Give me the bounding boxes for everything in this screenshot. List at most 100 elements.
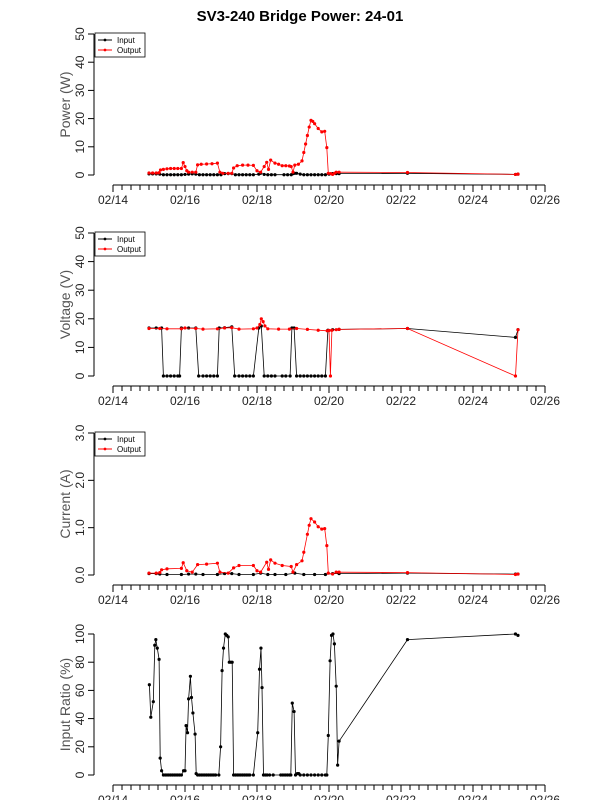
data-point bbox=[187, 572, 191, 576]
data-point bbox=[280, 164, 284, 168]
series-line-output bbox=[149, 119, 519, 175]
data-point bbox=[165, 567, 169, 571]
data-point bbox=[337, 570, 341, 574]
data-point bbox=[205, 173, 209, 177]
data-point bbox=[302, 374, 306, 378]
data-point bbox=[295, 326, 299, 331]
data-point bbox=[201, 173, 205, 177]
data-point bbox=[316, 525, 320, 529]
data-point bbox=[244, 173, 248, 177]
y-tick-label: 80 bbox=[73, 655, 87, 669]
data-point bbox=[334, 328, 338, 332]
y-tick-label: 20 bbox=[73, 740, 87, 754]
data-point bbox=[161, 374, 165, 378]
legend-label: Input bbox=[117, 36, 136, 45]
data-point bbox=[190, 170, 194, 174]
data-point bbox=[169, 374, 173, 378]
x-tick-label: 02/14 bbox=[98, 193, 128, 207]
x-tick-label: 02/22 bbox=[386, 394, 416, 408]
y-tick-label: 10 bbox=[73, 340, 87, 354]
data-point bbox=[513, 335, 518, 339]
data-point bbox=[328, 374, 333, 378]
data-point bbox=[201, 572, 205, 577]
data-point bbox=[154, 571, 158, 575]
data-point bbox=[282, 173, 286, 177]
data-point bbox=[313, 374, 317, 378]
y-tick-label: 0 bbox=[73, 372, 87, 379]
x-tick-label: 02/24 bbox=[458, 793, 488, 800]
data-point bbox=[183, 326, 187, 330]
y-tick-label: 40 bbox=[73, 712, 87, 726]
series-line-output bbox=[149, 317, 519, 377]
data-point bbox=[149, 715, 153, 719]
data-point bbox=[325, 146, 329, 150]
y-tick-label: 40 bbox=[73, 55, 87, 69]
data-point bbox=[305, 173, 309, 177]
data-point bbox=[309, 517, 313, 521]
data-point bbox=[217, 773, 221, 777]
data-point bbox=[290, 701, 294, 705]
data-point bbox=[332, 642, 336, 646]
data-point bbox=[289, 164, 293, 169]
data-point bbox=[280, 374, 284, 378]
data-point bbox=[147, 171, 151, 175]
data-point bbox=[185, 731, 190, 735]
data-point bbox=[172, 173, 176, 177]
data-point bbox=[157, 171, 161, 175]
legend-marker bbox=[103, 48, 107, 52]
data-point bbox=[266, 167, 271, 171]
data-point bbox=[230, 660, 234, 664]
data-point bbox=[241, 173, 245, 177]
data-point bbox=[298, 374, 302, 378]
data-point bbox=[230, 571, 234, 576]
data-point bbox=[232, 166, 236, 170]
data-point bbox=[255, 169, 259, 173]
data-point bbox=[273, 572, 277, 577]
data-point bbox=[158, 756, 162, 760]
data-point bbox=[147, 683, 151, 687]
data-point bbox=[172, 374, 176, 378]
y-tick-label: 100 bbox=[73, 624, 87, 644]
data-point bbox=[169, 166, 173, 171]
data-point bbox=[160, 568, 164, 572]
x-tick-label: 02/20 bbox=[314, 793, 344, 800]
data-point bbox=[316, 374, 320, 378]
data-point bbox=[405, 571, 410, 575]
data-point bbox=[210, 162, 214, 166]
y-axis-label: Voltage (V) bbox=[57, 270, 73, 339]
data-point bbox=[237, 563, 241, 568]
data-point bbox=[215, 572, 219, 577]
data-point bbox=[302, 572, 306, 577]
data-point bbox=[233, 173, 237, 177]
data-point bbox=[513, 632, 518, 636]
data-point bbox=[183, 769, 187, 773]
data-point bbox=[405, 326, 410, 331]
data-point bbox=[336, 763, 340, 767]
y-tick-label: 40 bbox=[73, 255, 87, 269]
data-point bbox=[176, 173, 180, 177]
data-point bbox=[226, 171, 230, 175]
data-point bbox=[266, 567, 271, 571]
data-point bbox=[269, 158, 273, 162]
data-point bbox=[237, 173, 241, 177]
data-point bbox=[232, 566, 236, 570]
data-point bbox=[241, 374, 245, 378]
data-point bbox=[405, 170, 410, 175]
data-point bbox=[261, 320, 265, 324]
legend-label: Input bbox=[117, 435, 136, 444]
data-point bbox=[237, 374, 241, 378]
x-tick-label: 02/22 bbox=[386, 793, 416, 800]
data-point bbox=[516, 172, 520, 176]
data-point bbox=[516, 328, 520, 332]
data-point bbox=[251, 327, 255, 331]
y-tick-label: 0 bbox=[73, 771, 87, 778]
data-point bbox=[179, 166, 183, 171]
data-point bbox=[212, 173, 216, 177]
panel-2: 0.0 1.0 2.0 3.0 Current (A) 02/14 02/16 02/18 02… bbox=[57, 424, 560, 607]
panel-0: 0 10 20 30 40 50 Power (W) 02/14 02/16 02/18 02/20… bbox=[57, 27, 560, 207]
data-point bbox=[295, 171, 299, 175]
data-point bbox=[256, 731, 260, 735]
data-point bbox=[265, 160, 269, 164]
